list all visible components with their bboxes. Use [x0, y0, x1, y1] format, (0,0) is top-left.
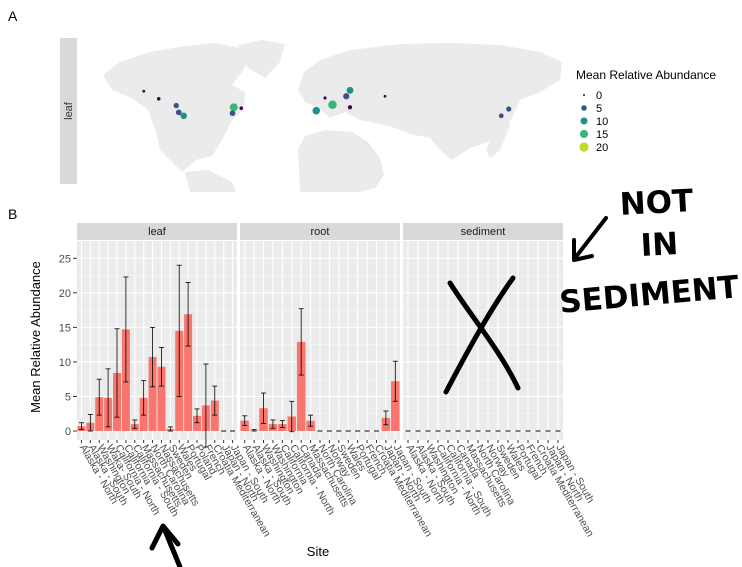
y-tick-label: 10	[59, 357, 71, 369]
map-point	[312, 106, 321, 115]
facet-strip	[77, 223, 237, 240]
map-point	[229, 110, 236, 117]
map-point	[323, 96, 327, 100]
facet-strip	[403, 223, 563, 240]
world-map	[103, 40, 562, 192]
annotation-arrow-shaft	[573, 216, 608, 260]
bar	[148, 357, 157, 432]
annotation-arrow-head	[572, 238, 594, 262]
annotation-line-2: IN	[640, 226, 679, 264]
map-point	[346, 86, 354, 94]
map-point	[347, 105, 353, 110]
bar	[391, 381, 400, 432]
map-point	[156, 97, 161, 101]
map-point	[142, 89, 146, 93]
annotation-bottom-arrow	[161, 525, 183, 567]
facet-strip-label: root	[311, 226, 330, 238]
bar	[184, 314, 193, 432]
uk-landmass	[314, 92, 322, 108]
bar	[296, 341, 306, 432]
greenland-landmass	[238, 40, 285, 78]
legend-label: 5	[596, 103, 602, 115]
legend-label: 0	[596, 90, 602, 102]
panel-label-a: A	[8, 8, 18, 24]
map-point	[328, 100, 337, 109]
facet-panel-background	[403, 241, 563, 440]
legend-label: 20	[596, 142, 608, 154]
annotation-line-1: NOT	[619, 183, 694, 223]
map-point	[180, 112, 188, 120]
legend-key	[579, 142, 589, 152]
y-tick-label: 25	[59, 253, 71, 265]
y-tick-label: 5	[65, 391, 71, 403]
facet-strip-label: leaf	[148, 226, 167, 238]
legend-title: Mean Relative Abundance	[576, 68, 716, 82]
africa-landmass	[298, 130, 384, 192]
legend-label: 10	[596, 116, 608, 128]
legend-key	[581, 105, 587, 111]
legend-label: 15	[596, 129, 608, 141]
legend-key	[583, 94, 585, 96]
annotation-cross-stroke-1	[447, 280, 521, 391]
map-point	[343, 93, 350, 100]
bar	[157, 366, 166, 432]
map-facet-label: leaf	[63, 101, 75, 120]
facet-strip-label: sediment	[461, 226, 506, 238]
facet-panel-background	[77, 241, 237, 440]
panel-label-b: B	[8, 206, 17, 222]
map-point	[498, 113, 504, 119]
south-america-landmass	[185, 170, 236, 192]
bar	[210, 400, 219, 432]
map-point	[239, 106, 244, 110]
bar	[193, 415, 201, 432]
y-tick-label: 15	[59, 322, 71, 334]
map-point	[383, 94, 387, 98]
japan-landmass	[486, 116, 510, 158]
y-tick-label: 20	[59, 288, 71, 300]
y-tick-label: 0	[65, 426, 71, 438]
legend-key	[580, 117, 588, 125]
map-point	[506, 106, 512, 112]
legend-key	[579, 129, 589, 139]
map-facet-strip	[60, 38, 77, 184]
y-axis-title: Mean Relative Abundance	[28, 261, 43, 413]
annotation-line-3: SEDIMENT	[558, 269, 740, 321]
annotation-cross-stroke-2	[443, 275, 516, 395]
map-point	[175, 109, 182, 116]
annotation-bottom-arrow-head	[149, 523, 181, 551]
facet-strip	[240, 223, 400, 240]
map-point	[173, 102, 179, 109]
x-axis-title: Site	[307, 544, 329, 559]
map-point	[229, 103, 238, 112]
